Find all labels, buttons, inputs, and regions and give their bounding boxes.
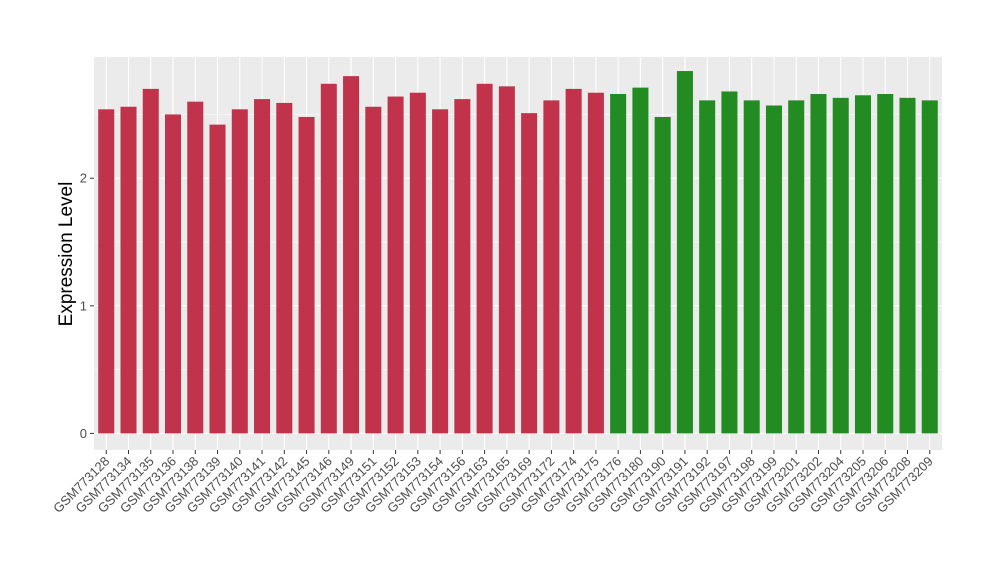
- bar-GSM773134: [120, 106, 137, 434]
- bar-GSM773140: [231, 109, 248, 434]
- bar-GSM773175: [587, 92, 604, 434]
- bar-GSM773174: [565, 88, 582, 434]
- bar-GSM773138: [187, 101, 204, 434]
- bar-GSM773190: [654, 116, 671, 434]
- bar-GSM773146: [320, 83, 337, 434]
- bar-GSM773199: [765, 105, 782, 434]
- bar-GSM773172: [543, 100, 560, 434]
- y-axis-title: Expression Level: [56, 182, 77, 327]
- bar-GSM773128: [98, 109, 115, 434]
- bar-GSM773198: [743, 100, 760, 434]
- bar-GSM773135: [142, 88, 159, 434]
- y-tick-label: 2: [80, 171, 87, 186]
- bar-GSM773152: [387, 96, 404, 434]
- bar-GSM773205: [854, 95, 871, 434]
- bar-GSM773208: [899, 97, 916, 434]
- bar-GSM773192: [699, 100, 716, 434]
- bar-GSM773209: [921, 100, 938, 434]
- bar-GSM773145: [298, 116, 315, 434]
- bar-GSM773163: [476, 83, 493, 434]
- bar-GSM773139: [209, 124, 226, 434]
- bar-GSM773165: [498, 86, 515, 434]
- bar-GSM773204: [832, 97, 849, 434]
- bar-GSM773206: [877, 94, 894, 434]
- bar-GSM773149: [343, 76, 360, 434]
- bar-GSM773156: [454, 99, 471, 434]
- bar-GSM773180: [632, 87, 649, 434]
- bar-GSM773197: [721, 91, 738, 434]
- y-tick-label: 1: [80, 298, 87, 313]
- x-axis: GSM773128GSM773134GSM773135GSM773136GSM7…: [50, 450, 936, 516]
- bars: [98, 71, 938, 434]
- bar-GSM773136: [165, 114, 182, 434]
- y-tick-label: 0: [80, 426, 87, 441]
- bar-GSM773169: [521, 113, 538, 434]
- bar-GSM773151: [365, 106, 382, 434]
- y-axis: 0 1 2: [80, 171, 94, 441]
- bar-GSM773202: [810, 94, 827, 434]
- bar-GSM773176: [610, 94, 627, 434]
- bar-GSM773141: [254, 99, 271, 434]
- bar-GSM773142: [276, 102, 293, 434]
- bar-GSM773191: [676, 71, 693, 434]
- bar-GSM773153: [409, 92, 426, 434]
- bar-GSM773154: [432, 109, 449, 434]
- bar-GSM773201: [788, 100, 805, 434]
